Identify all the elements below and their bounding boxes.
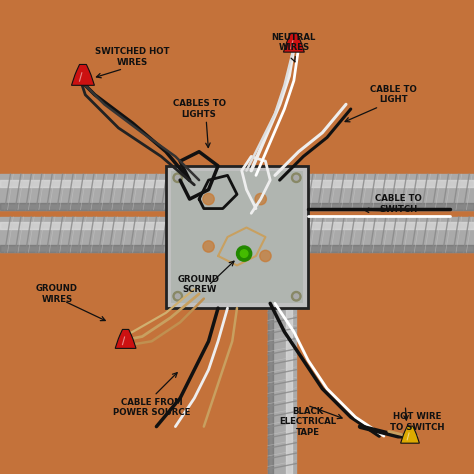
Circle shape [175,175,180,180]
Circle shape [292,173,301,182]
Text: CABLES TO
LIGHTS: CABLES TO LIGHTS [173,100,226,118]
Text: NEUTRAL
WIRES: NEUTRAL WIRES [272,33,316,52]
Text: HOT WIRE
TO SWITCH: HOT WIRE TO SWITCH [390,412,444,431]
Text: SWITCHED HOT
WIRES: SWITCHED HOT WIRES [95,47,170,66]
Circle shape [175,294,180,299]
Circle shape [203,193,214,205]
Polygon shape [115,329,136,348]
Circle shape [260,250,271,262]
Circle shape [294,294,299,299]
Text: GROUND
SCREW: GROUND SCREW [178,275,220,294]
Circle shape [240,250,248,257]
Text: GROUND
WIRES: GROUND WIRES [36,284,78,303]
FancyBboxPatch shape [171,171,303,303]
Circle shape [255,193,266,205]
Circle shape [237,246,252,261]
FancyBboxPatch shape [166,166,308,308]
Text: CABLE TO
LIGHT: CABLE TO LIGHT [370,85,417,104]
Polygon shape [72,64,94,85]
Text: CABLE TO
SWITCH: CABLE TO SWITCH [375,194,421,213]
Text: CABLE FROM
POWER SOURCE: CABLE FROM POWER SOURCE [113,398,191,417]
Circle shape [173,173,182,182]
Polygon shape [401,426,419,443]
Polygon shape [283,33,304,52]
Circle shape [173,292,182,301]
Circle shape [294,175,299,180]
Circle shape [203,241,214,252]
Circle shape [292,292,301,301]
Text: BLACK
ELECTRICAL
TAPE: BLACK ELECTRICAL TAPE [280,407,337,437]
